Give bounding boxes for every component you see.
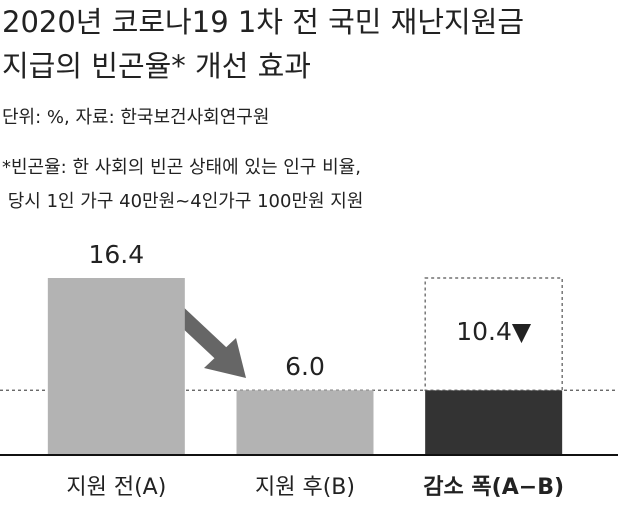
chart-title: 지급의 빈곤율* 개선 효과 [2, 49, 311, 83]
x-tick-label: 지원 후(B) [255, 475, 355, 500]
bar-difference [424, 277, 563, 391]
arrow [172, 307, 246, 378]
note: *빈곤율: 한 사회의 빈곤 상태에 있는 인구 비율, [2, 157, 361, 178]
value-label: 6.0 [285, 352, 325, 381]
x-tick-label: 감소 폭(A−B) [423, 475, 564, 500]
chart-title: 2020년 코로나19 1차 전 국민 재난지원금 [2, 5, 524, 39]
note: 당시 1인 가구 40만원~4인가구 100만원 지원 [2, 191, 363, 212]
bar [425, 390, 563, 455]
x-tick-label: 지원 전(A) [66, 475, 166, 500]
value-label: 10.4▼ [456, 317, 532, 346]
value-label: 16.4 [88, 240, 144, 269]
bar [236, 390, 374, 455]
bar [47, 278, 185, 455]
source: 단위: %, 자료: 한국보건사회연구원 [2, 107, 269, 128]
